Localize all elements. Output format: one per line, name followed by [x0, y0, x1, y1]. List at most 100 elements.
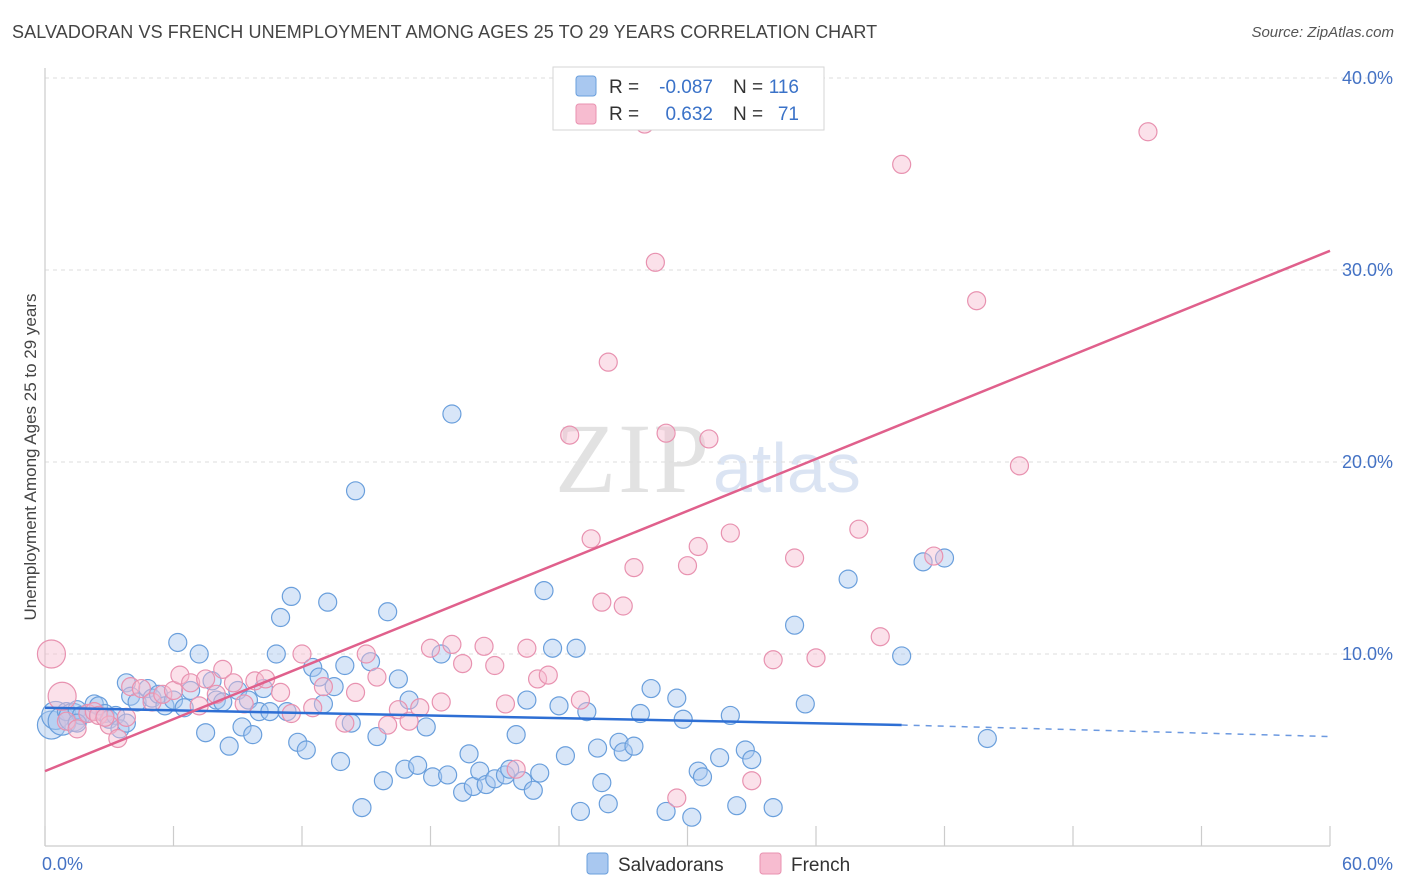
y-tick-label: 10.0% [1342, 644, 1393, 664]
salvadorans-point [549, 696, 569, 716]
salvadorans-point [270, 607, 291, 628]
salvadorans-point [795, 694, 815, 714]
salvadorans-point [330, 751, 351, 772]
french-point [223, 673, 244, 693]
salvadorans-point [373, 771, 393, 791]
french-point [849, 519, 869, 539]
salvadorans-point [742, 749, 762, 770]
salvadorans-point [196, 723, 216, 743]
french-point [570, 690, 591, 710]
salvadorans-point [438, 765, 458, 785]
chart-title: SALVADORAN VS FRENCH UNEMPLOYMENT AMONG … [12, 22, 878, 42]
salvadorans-point [534, 581, 554, 601]
salvadorans-point [892, 646, 912, 666]
french-point [474, 636, 494, 656]
french-point [624, 557, 644, 578]
french-point [598, 352, 618, 372]
french-point [47, 681, 77, 711]
salvadorans-point [530, 763, 550, 783]
french-point [95, 707, 115, 727]
x-tick-label-max: 60.0% [1342, 854, 1393, 874]
salvadorans-point [296, 740, 316, 760]
salvadorans-point [682, 807, 702, 827]
grid-lines [45, 77, 1392, 655]
x-tick-label-min: 0.0% [42, 854, 83, 874]
french-point [656, 423, 676, 443]
salvadorans-point [838, 569, 858, 589]
y-tick-label: 20.0% [1342, 452, 1393, 472]
french-point [613, 596, 633, 616]
legend-r-label-2: R = [609, 104, 639, 125]
salvadorans-point [163, 690, 184, 710]
french-point [420, 638, 441, 658]
salvadorans-point [656, 801, 676, 822]
french-point [345, 682, 366, 703]
salvadorans-point [784, 615, 805, 635]
legend-french-label: French [791, 855, 850, 876]
salvadorans-point [506, 725, 526, 745]
salvadorans-point [431, 644, 451, 664]
french-point [234, 694, 254, 714]
salvadorans-point [587, 738, 608, 758]
french-point [924, 546, 944, 566]
salvadorans-point [281, 586, 301, 607]
legend-n-label-1: N = [733, 77, 763, 98]
french-point [131, 678, 151, 699]
salvadorans-point [727, 796, 747, 816]
salvadorans-point [442, 404, 462, 424]
legend-r-value-2: 0.632 [665, 104, 713, 125]
french-point [170, 665, 190, 685]
salvadorans-point [459, 744, 479, 764]
salvadorans-point [555, 746, 576, 766]
salvadorans-point [309, 667, 329, 687]
salvadorans-point [913, 552, 933, 572]
salvadorans-point [641, 678, 661, 699]
legend-n-value-2: 71 [778, 104, 799, 125]
french-point [378, 715, 398, 735]
salvadorans-point [592, 773, 612, 793]
y-tick-labels: 10.0% 20.0% 30.0% 40.0% [1342, 68, 1393, 664]
french-point [313, 677, 334, 697]
salvadorans-point [609, 732, 629, 752]
french-point [806, 648, 826, 668]
french-point [181, 673, 201, 693]
salvadorans-point [243, 725, 263, 745]
french-point [196, 669, 216, 689]
salvadorans-point [577, 701, 597, 722]
salvadorans-point [395, 759, 415, 779]
french-point [367, 667, 387, 687]
salvadorans-point [523, 780, 543, 800]
french-point [560, 425, 580, 445]
french-point [527, 669, 548, 689]
french-point [495, 694, 516, 714]
french-point [581, 529, 601, 549]
salvadorans-point [168, 632, 188, 653]
source-credit: Source: ZipAtlas.com [1251, 24, 1394, 41]
salvadorans-point [485, 769, 505, 789]
french-point [213, 659, 233, 679]
salvadorans-point [399, 690, 419, 710]
salvadorans-point [408, 755, 428, 775]
legend-swatch-blue [575, 75, 597, 97]
salvadorans-point [710, 748, 730, 768]
french-point [485, 655, 505, 676]
legend-n-label-2: N = [733, 104, 763, 125]
french-point [538, 665, 558, 685]
salvadorans-point [181, 680, 201, 701]
salvadorans-point [352, 797, 372, 818]
salvadorans-point [624, 736, 644, 756]
salvadorans-point [189, 644, 209, 664]
french-point [592, 592, 612, 612]
french-point [399, 711, 419, 731]
legend-r-value-1: -0.087 [659, 77, 713, 98]
legend-r-label-1: R = [609, 77, 639, 98]
french-point [67, 719, 87, 739]
correlation-legend: R = -0.087 N = 116 R = 0.632 N = 71 [552, 66, 825, 131]
salvadorans-point [763, 797, 783, 818]
salvadorans-point [598, 794, 618, 814]
french-point [36, 639, 67, 669]
y-tick-label: 30.0% [1342, 260, 1393, 280]
french-point [677, 556, 698, 576]
french-point [270, 682, 291, 703]
french-point [453, 653, 473, 674]
